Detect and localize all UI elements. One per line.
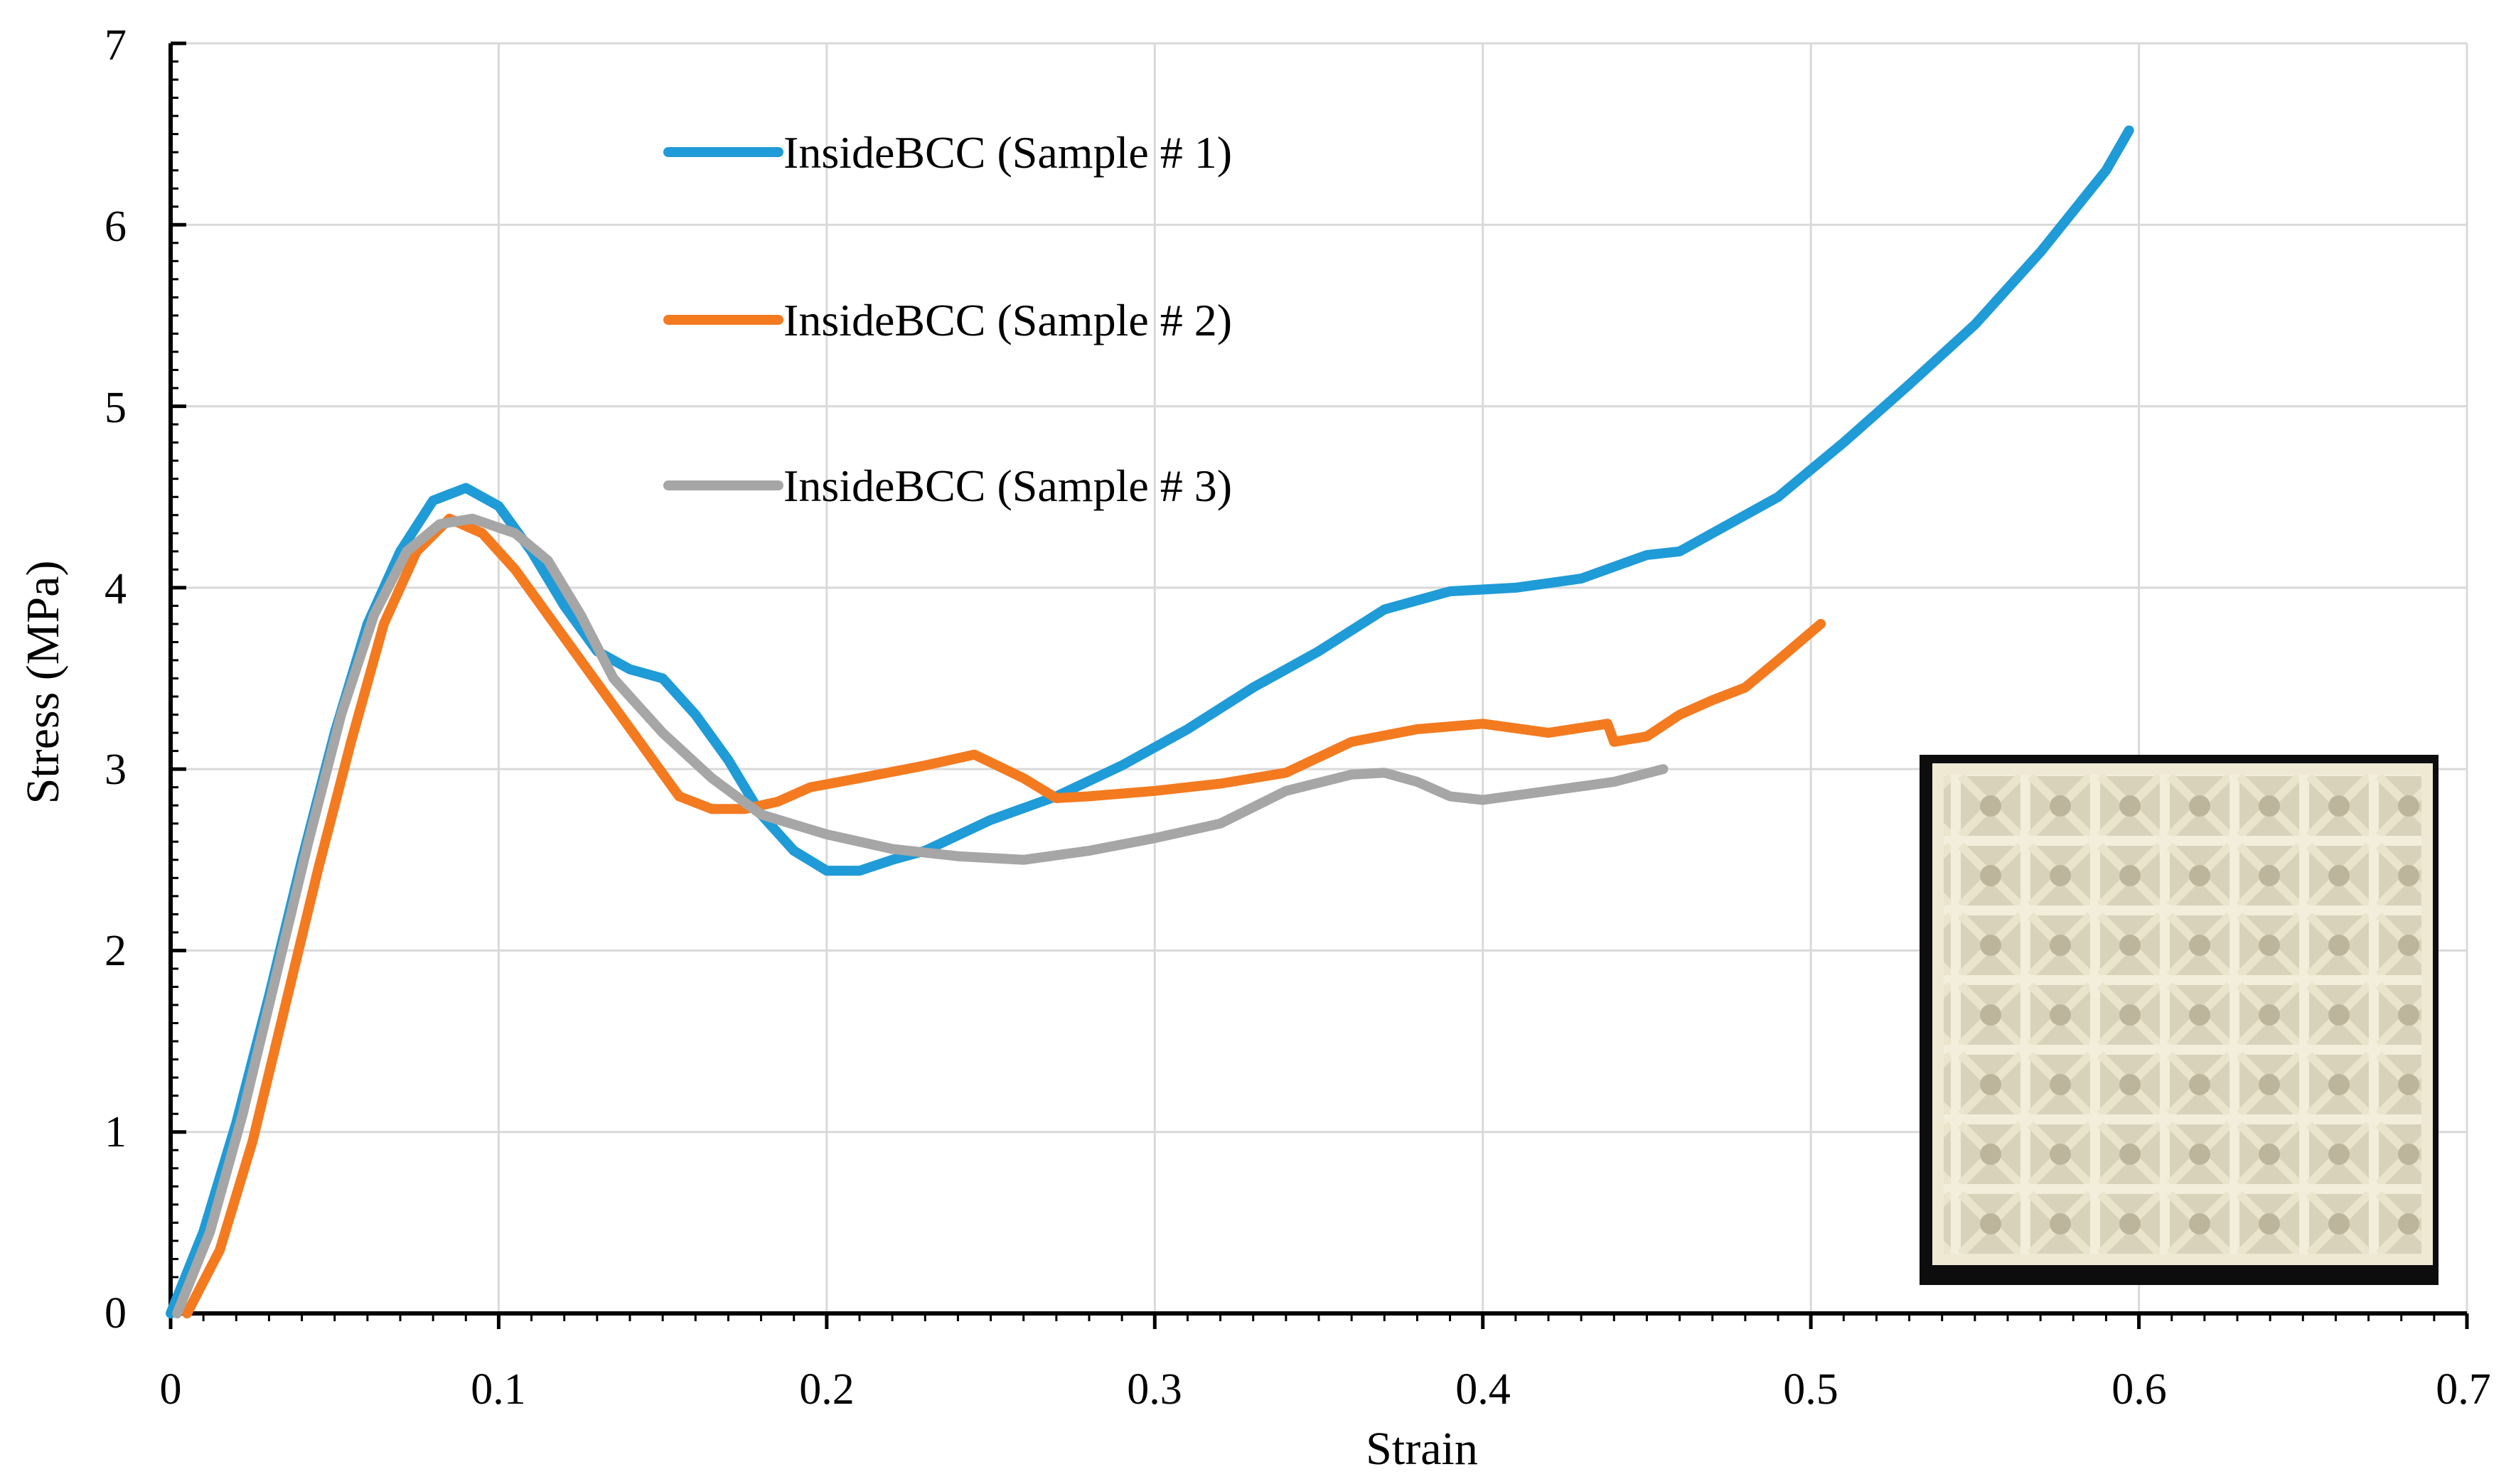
y-tick-label: 5 [105, 384, 127, 432]
x-tick-label: 0.3 [1127, 1365, 1182, 1414]
inset-lattice-frame [1932, 763, 2433, 1265]
y-tick-label: 4 [105, 565, 127, 613]
series-line-sample-1 [166, 125, 2134, 1318]
x-tick-marks [168, 1313, 2469, 1329]
legend-label-sample-1: InsideBCC (Sample # 1) [783, 127, 1232, 178]
x-tick-label: 0.5 [1783, 1365, 1838, 1414]
y-tick-label: 0 [105, 1289, 127, 1338]
y-tick-labels: 0 1 2 3 4 5 6 7 [105, 21, 127, 1338]
legend: InsideBCC (Sample # 1) InsideBCC (Sample… [663, 127, 1232, 511]
x-tick-label: 0.2 [799, 1365, 855, 1414]
inset-lattice-cube [1938, 769, 2427, 1259]
y-tick-label: 7 [105, 21, 127, 70]
y-tick-label: 6 [105, 203, 127, 251]
y-tick-label: 3 [105, 746, 127, 794]
legend-label-sample-2: InsideBCC (Sample # 2) [783, 295, 1232, 345]
legend-label-sample-3: InsideBCC (Sample # 3) [783, 461, 1232, 511]
inset-lattice-photo [1920, 755, 2439, 1285]
x-tick-label: 0.6 [2111, 1365, 2167, 1414]
series-line-sample-3 [172, 513, 1669, 1318]
x-axis-title: Strain [1366, 1423, 1478, 1475]
y-tick-label: 1 [105, 1108, 127, 1156]
y-tick-label: 2 [105, 927, 127, 975]
x-tick-label: 0.4 [1455, 1365, 1511, 1414]
x-tick-labels: 0 0.1 0.2 0.3 0.4 0.5 0.6 0.7 [160, 1365, 2491, 1414]
series-line-sample-2 [182, 513, 1826, 1318]
x-tick-label: 0.7 [2436, 1365, 2491, 1414]
x-tick-label: 0.1 [471, 1365, 526, 1414]
y-tick-marks [171, 41, 186, 1316]
y-axis-title: Stress (MPa) [17, 561, 69, 805]
series-lines [166, 125, 2134, 1318]
x-tick-label: 0 [160, 1365, 182, 1414]
